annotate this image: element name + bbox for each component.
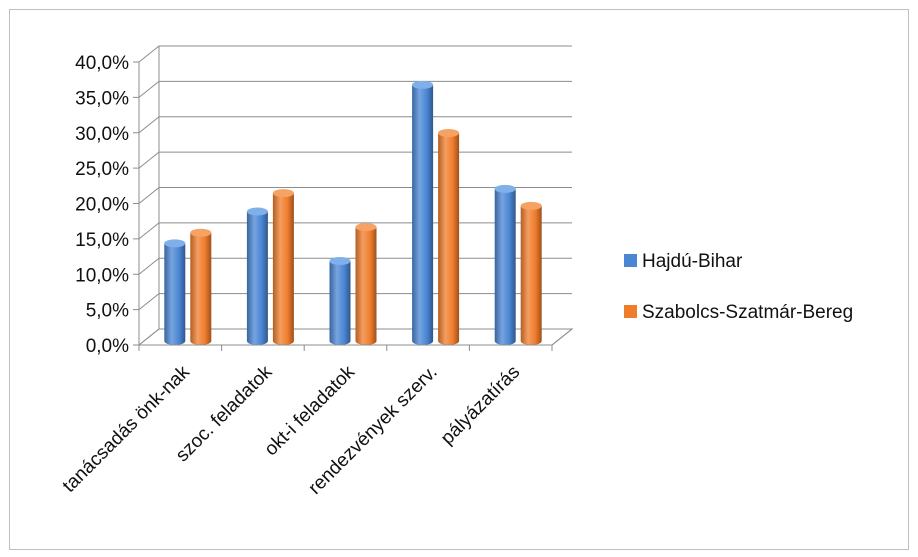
x-category-label: pályázatírás [437,362,524,449]
gridline [138,116,572,134]
bar-szabolcs-szatm-r-bereg-2 [355,227,377,345]
bar-top-cap [272,189,294,198]
bar-top-cap [412,80,434,89]
x-category-label: tanácsadás önk-nak [59,361,194,496]
y-tick-label: 5,0% [86,301,129,322]
bar-szabolcs-szatm-r-bereg-3 [438,132,460,345]
gridline [138,293,572,311]
bar-top-cap [190,228,212,237]
bar-top-cap [355,223,377,232]
y-tick-label: 10,0% [75,265,129,286]
y-axis: 0,0% 5,0% 10,0% 15,0% 20,0% 25,0% 30,0% 35,0% 40… [75,53,139,357]
bar-hajd-bihar-4 [494,188,516,345]
y-tick-label: 20,0% [75,195,129,216]
legend-label: Szabolcs-Szatmár-Bereg [642,302,853,323]
legend-label: Hajdú-Bihar [642,251,743,272]
bar-szabolcs-szatm-r-bereg-0 [190,232,212,345]
gridline [138,187,572,204]
gridline [138,80,572,98]
bar-top-cap [164,239,186,248]
bar-top-cap [520,201,542,210]
gridline [138,222,572,240]
bar-hajd-bihar-1 [246,211,268,345]
y-tick-label: 35,0% [75,88,129,109]
bar-top-cap [438,128,460,137]
gridline [138,257,572,275]
gridline [138,328,572,346]
bar-hajd-bihar-0 [164,243,186,345]
bar-szabolcs-szatm-r-bereg-4 [520,205,542,345]
bar-szabolcs-szatm-r-bereg-1 [272,193,294,345]
legend: Hajdú-Bihar Szabolcs-Szatmár-Bereg [624,251,853,323]
bar-hajd-bihar-3 [412,84,434,345]
bar-hajd-bihar-2 [329,261,351,345]
y-tick-label: 30,0% [75,124,129,145]
y-tick-label: 25,0% [75,159,129,180]
y-tick-label: 40,0% [75,53,129,74]
floor-right-edge [551,328,573,346]
y-tick-label: 15,0% [75,230,129,251]
gridlines [138,45,572,346]
legend-swatch [624,305,637,318]
gridline [138,45,572,63]
y-tick-label: 0,0% [86,336,129,357]
bar-top-cap [246,207,268,216]
bar-top-cap [329,257,351,266]
bars [164,80,542,345]
legend-swatch [624,254,637,267]
bar-top-cap [494,184,516,193]
gridline [138,151,572,169]
